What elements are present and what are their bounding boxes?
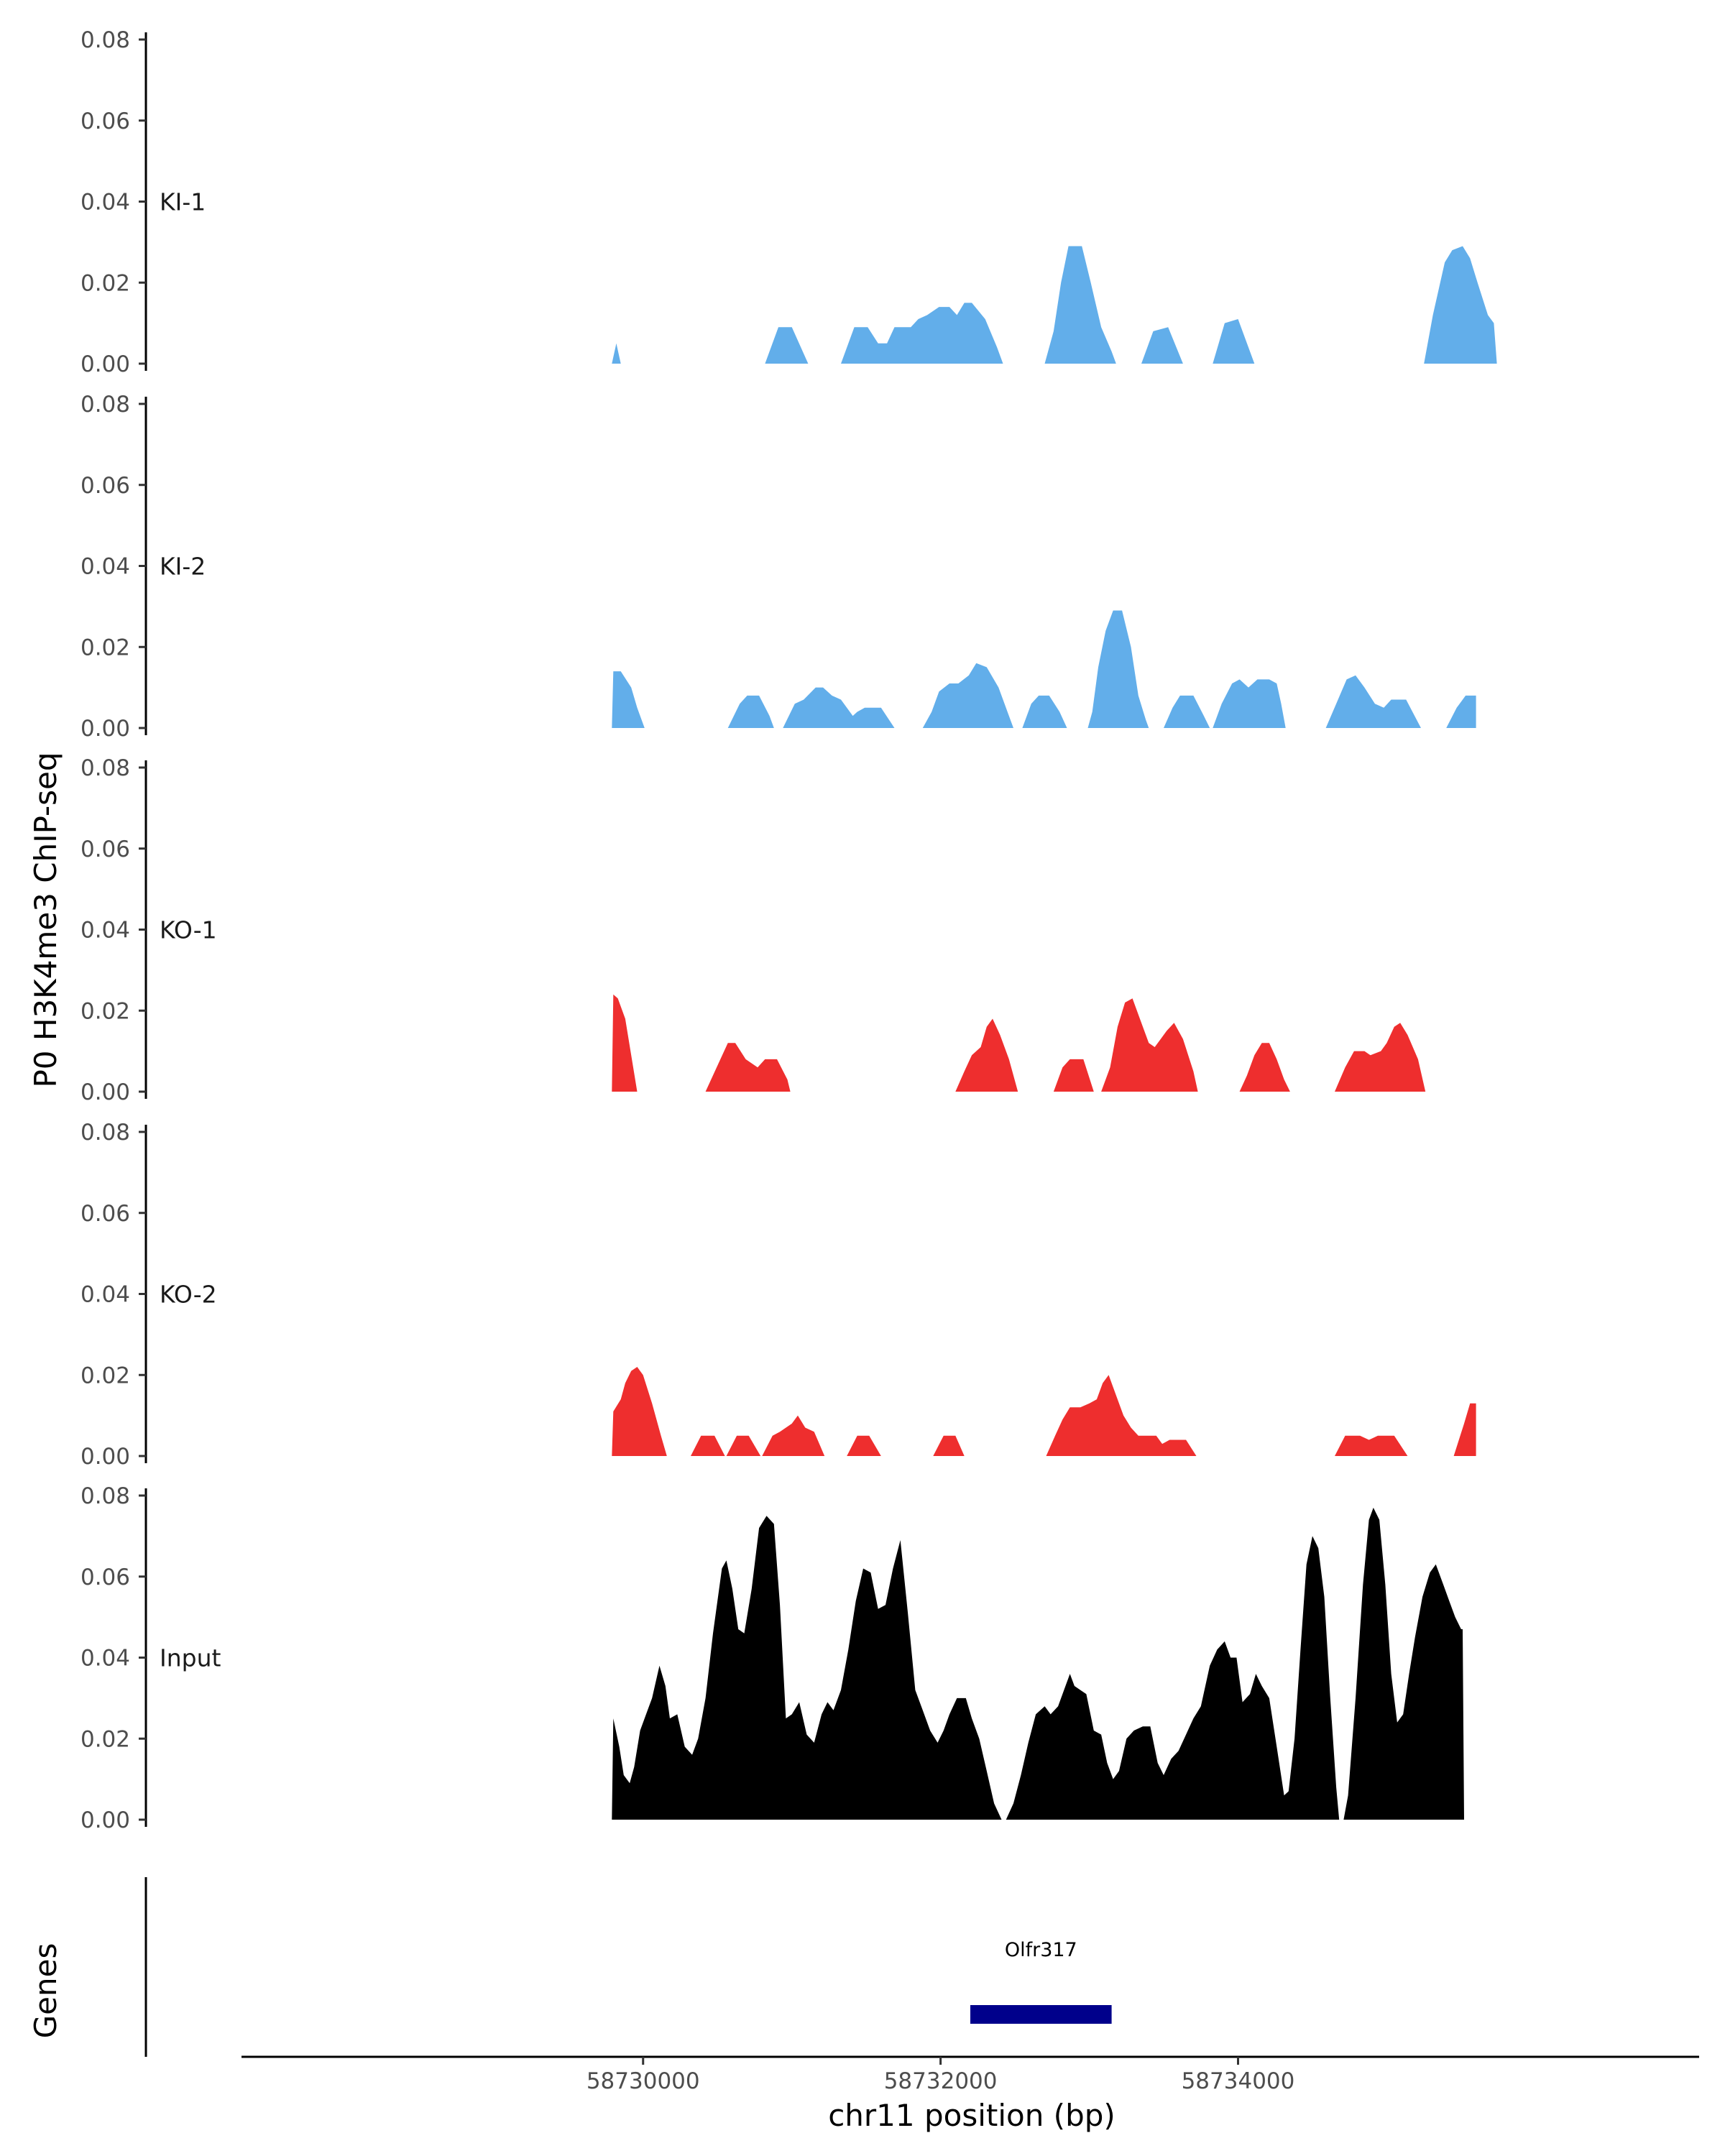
y-tick-label: 0.06 xyxy=(80,473,130,499)
coverage-area xyxy=(1446,695,1476,728)
y-tick-label: 0.06 xyxy=(80,837,130,862)
coverage-area xyxy=(612,343,621,364)
coverage-area xyxy=(612,1367,667,1456)
x-tick-label: 58730000 xyxy=(586,2068,700,2094)
tracks-layer: 0.00 0.02 0.04 0.06 0.08 KI-1 0.00 0.02 0.04 0.06… xyxy=(80,27,1497,1833)
track-label: KO-1 xyxy=(160,916,217,944)
coverage-area xyxy=(612,671,645,728)
y-tick-label: 0.00 xyxy=(80,1079,130,1105)
coverage-area xyxy=(1213,679,1286,728)
y-tick-label: 0.04 xyxy=(80,554,130,580)
coverage-area xyxy=(1453,1403,1476,1456)
y-tick-label: 0.00 xyxy=(80,1807,130,1833)
track-ki-2: 0.00 0.02 0.04 0.06 0.08 KI-2 xyxy=(80,392,1476,742)
track-ko-2: 0.00 0.02 0.04 0.06 0.08 KO-2 xyxy=(80,1120,1476,1470)
y-tick-label: 0.06 xyxy=(80,1565,130,1590)
coverage-area xyxy=(922,663,1013,728)
coverage-area xyxy=(612,1516,1002,1820)
y-tick-label: 0.02 xyxy=(80,1363,130,1388)
y-tick-label: 0.08 xyxy=(80,755,130,781)
y-tick-label: 0.00 xyxy=(80,716,130,742)
track-ki-1: 0.00 0.02 0.04 0.06 0.08 KI-1 xyxy=(80,27,1497,377)
coverage-area xyxy=(612,994,638,1092)
x-tick-label: 58732000 xyxy=(884,2068,998,2094)
y-tick-label: 0.02 xyxy=(80,1726,130,1752)
coverage-area xyxy=(1087,610,1149,728)
coverage-area xyxy=(1239,1043,1290,1092)
coverage-area xyxy=(955,1018,1018,1092)
y-tick-label: 0.02 xyxy=(80,998,130,1024)
coverage-area xyxy=(933,1435,965,1456)
coverage-area xyxy=(727,695,774,728)
y-tick-label: 0.06 xyxy=(80,1201,130,1227)
coverage-area xyxy=(765,327,809,364)
y-tick-label: 0.04 xyxy=(80,918,130,944)
coverage-area xyxy=(1343,1507,1464,1820)
coverage-area xyxy=(1213,319,1255,364)
y-axis-title: P0 H3K4me3 ChIP-seq xyxy=(28,752,63,1087)
y-tick-label: 0.08 xyxy=(80,1483,130,1509)
y-tick-label: 0.02 xyxy=(80,635,130,660)
y-tick-label: 0.08 xyxy=(80,1120,130,1146)
coverage-area xyxy=(1325,675,1421,728)
track-input: 0.00 0.02 0.04 0.06 0.08 Input xyxy=(80,1483,1464,1833)
y-tick-label: 0.00 xyxy=(80,351,130,377)
coverage-area xyxy=(1141,327,1183,364)
coverage-area xyxy=(1046,1375,1197,1456)
track-label: KO-2 xyxy=(160,1281,217,1309)
coverage-area xyxy=(1424,246,1497,364)
gene-panel: Olfr317 xyxy=(144,1877,1112,2057)
coverage-area xyxy=(1335,1023,1426,1092)
coverage-area xyxy=(783,687,895,728)
coverage-area xyxy=(847,1435,881,1456)
coverage-area xyxy=(726,1435,761,1456)
genes-panel-title: Genes xyxy=(28,1943,63,2039)
gene-body xyxy=(970,2005,1112,2024)
coverage-area xyxy=(1164,695,1210,728)
track-label: KI-1 xyxy=(160,188,206,216)
y-tick-label: 0.08 xyxy=(80,27,130,53)
track-label: Input xyxy=(160,1644,221,1672)
coverage-area xyxy=(1006,1536,1340,1820)
x-axis-title: chr11 position (bp) xyxy=(828,2098,1116,2133)
coverage-area xyxy=(1101,998,1198,1092)
y-tick-label: 0.00 xyxy=(80,1444,130,1470)
x-axis: 58730000 58732000 58734000 xyxy=(242,2055,1699,2094)
track-ko-1: 0.00 0.02 0.04 0.06 0.08 KO-1 xyxy=(80,755,1426,1105)
y-tick-label: 0.04 xyxy=(80,1646,130,1672)
coverage-area xyxy=(841,303,1003,364)
coverage-area xyxy=(705,1043,791,1092)
y-tick-label: 0.02 xyxy=(80,270,130,296)
coverage-area xyxy=(1053,1059,1094,1092)
coverage-area xyxy=(691,1435,725,1456)
y-tick-label: 0.04 xyxy=(80,190,130,216)
track-label: KI-2 xyxy=(160,553,206,581)
coverage-area xyxy=(1044,246,1116,364)
coverage-area xyxy=(1022,695,1067,728)
y-tick-label: 0.08 xyxy=(80,392,130,418)
y-tick-label: 0.06 xyxy=(80,109,130,134)
coverage-area xyxy=(762,1415,825,1456)
gene-label: Olfr317 xyxy=(1005,1939,1077,1961)
coverage-area xyxy=(1335,1435,1408,1456)
x-tick-label: 58734000 xyxy=(1182,2068,1295,2094)
y-tick-label: 0.04 xyxy=(80,1282,130,1308)
